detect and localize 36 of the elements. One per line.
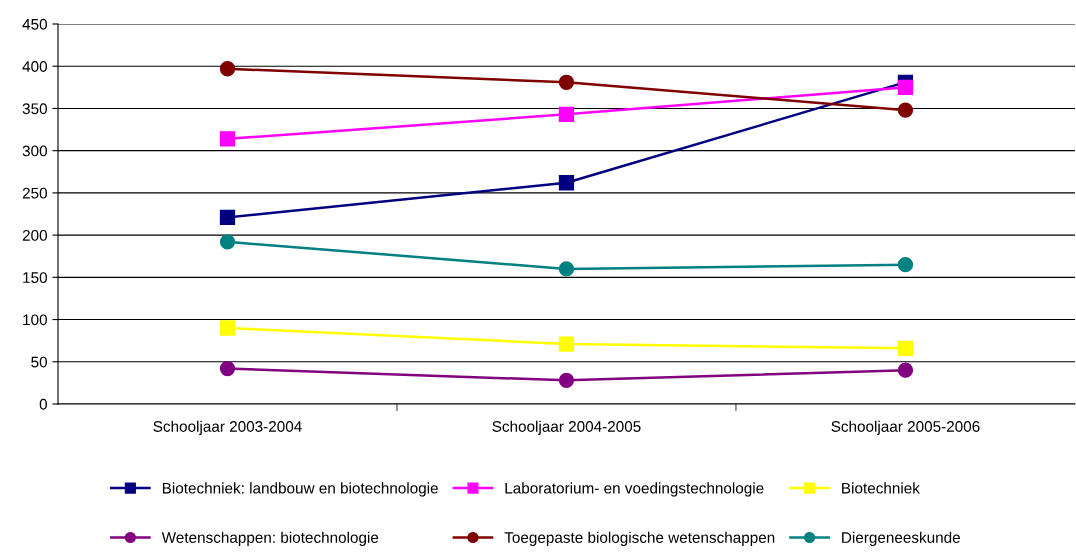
point bbox=[558, 175, 575, 191]
point bbox=[558, 372, 575, 388]
y-tick-label: 250 bbox=[22, 187, 47, 199]
x-tick-label: Schooljaar 2003-2004 bbox=[153, 420, 302, 435]
x-tick-label: Schooljaar 2005-2006 bbox=[831, 420, 980, 435]
point bbox=[897, 362, 914, 378]
y-tick-label: 300 bbox=[22, 145, 47, 157]
point bbox=[558, 261, 575, 277]
legend-label: Biotechniek bbox=[842, 482, 920, 494]
point bbox=[219, 320, 236, 336]
point bbox=[558, 106, 575, 122]
point bbox=[897, 340, 914, 356]
legend-label: Laboratorium- en voedingstechnologie bbox=[505, 482, 764, 497]
y-tick-label: 200 bbox=[22, 229, 47, 241]
point bbox=[219, 360, 236, 377]
y-tick-label: 150 bbox=[23, 272, 47, 284]
point bbox=[219, 61, 236, 77]
point bbox=[558, 74, 575, 90]
y-tick-label: 0 bbox=[39, 398, 47, 410]
point bbox=[219, 131, 236, 147]
y-tick-label: 100 bbox=[23, 314, 47, 326]
legend-label: Biotechniek: landbouw en biotechnologie bbox=[162, 482, 438, 497]
point bbox=[897, 257, 914, 273]
legend-label: Diergeneeskunde bbox=[842, 531, 960, 546]
point bbox=[558, 336, 575, 352]
point bbox=[897, 102, 914, 118]
legend-label: Wetenschappen: biotechnologie bbox=[161, 531, 379, 546]
legend-label: Toegepaste biologische wetenschappen bbox=[504, 531, 775, 546]
point bbox=[897, 79, 914, 95]
y-tick-label: 450 bbox=[22, 18, 47, 30]
point bbox=[219, 209, 236, 226]
y-tick-label: 50 bbox=[31, 356, 47, 368]
y-tick-label: 350 bbox=[22, 103, 47, 115]
y-tick-label: 400 bbox=[22, 61, 47, 72]
point bbox=[219, 234, 236, 250]
x-tick-label: Schooljaar 2004-2005 bbox=[492, 420, 641, 435]
